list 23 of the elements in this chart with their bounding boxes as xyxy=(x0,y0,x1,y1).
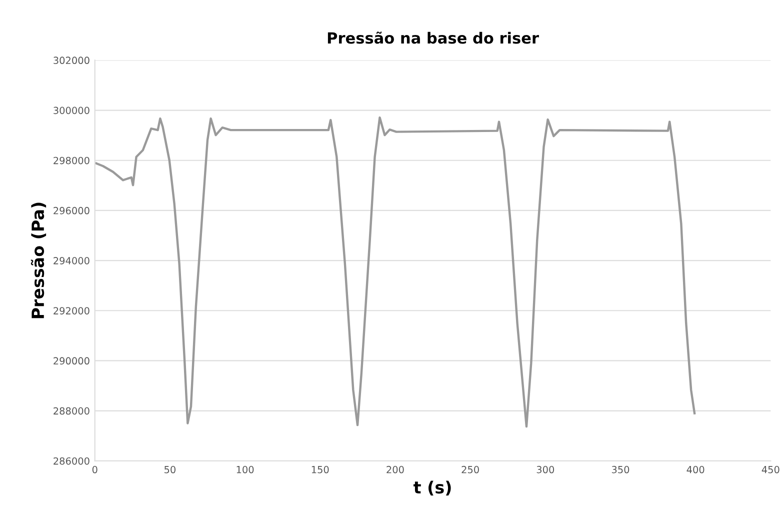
x-tick-label: 450 xyxy=(762,466,780,474)
y-tick-label: 296000 xyxy=(54,206,90,214)
x-tick-label: 50 xyxy=(164,466,176,474)
x-tick-label: 100 xyxy=(236,466,254,474)
x-axis-title: t (s) xyxy=(414,480,451,496)
y-tick-label: 300000 xyxy=(54,106,90,114)
line-series xyxy=(95,116,696,428)
y-tick-label: 292000 xyxy=(54,307,90,314)
y-tick-label: 290000 xyxy=(54,357,90,365)
y-axis-title: Pressão (Pa) xyxy=(30,202,46,318)
y-tick-label: 286000 xyxy=(54,457,90,465)
y-tick-label: 302000 xyxy=(54,56,90,64)
y-tick-label: 294000 xyxy=(54,257,90,264)
chart-title: Pressão na base do riser xyxy=(328,32,539,44)
y-tick-label: 288000 xyxy=(54,407,90,415)
x-tick-label: 150 xyxy=(312,466,329,474)
x-tick-label: 250 xyxy=(462,466,479,474)
x-tick-label: 400 xyxy=(686,466,704,474)
x-tick-label: 200 xyxy=(386,466,404,474)
x-tick-label: 300 xyxy=(536,466,554,474)
x-tick-label: 0 xyxy=(92,466,98,474)
y-tick-label: 298000 xyxy=(54,156,90,164)
x-tick-label: 350 xyxy=(612,466,630,474)
